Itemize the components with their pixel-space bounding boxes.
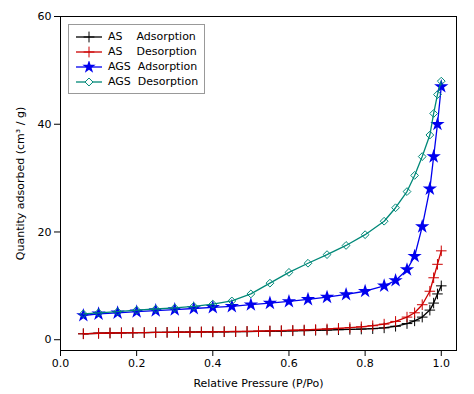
svg-text:Quantity adsorbed (cm³ / g): Quantity adsorbed (cm³ / g): [14, 107, 27, 260]
html-text:AS Desorption: AS Desorption: [108, 45, 197, 58]
html-text:AS Adsorption: AS Adsorption: [108, 30, 196, 43]
html-text:AGS Adsorption: AGS Adsorption: [108, 60, 198, 73]
svg-text:0.0: 0.0: [52, 357, 70, 370]
svg-text:0.2: 0.2: [128, 357, 146, 370]
svg-text:60: 60: [38, 10, 52, 23]
svg-text:0.6: 0.6: [280, 357, 298, 370]
svg-text:40: 40: [38, 118, 52, 131]
svg-text:0: 0: [45, 333, 52, 346]
svg-text:20: 20: [38, 226, 52, 239]
svg-text:0.8: 0.8: [356, 357, 374, 370]
svg-text:0.4: 0.4: [204, 357, 222, 370]
svg-text:Relative Pressure (P/Po): Relative Pressure (P/Po): [193, 377, 323, 390]
html-text:AGS Desorption: AGS Desorption: [108, 75, 199, 88]
svg-text:1.0: 1.0: [433, 357, 451, 370]
